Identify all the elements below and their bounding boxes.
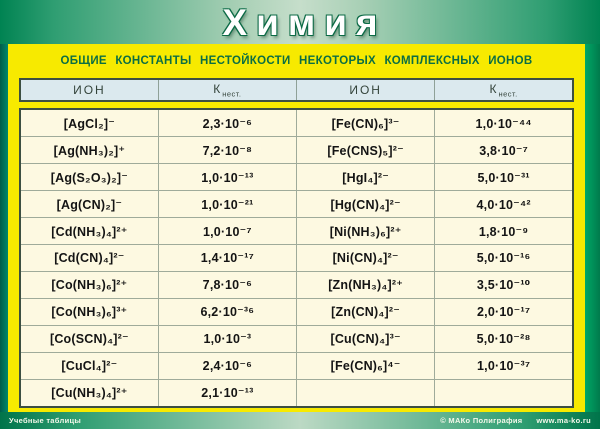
constants-table: [AgCl₂]⁻ 2,3·10⁻⁶ [Fe(CN)₆]³⁻ 1,0·10⁻⁴⁴ … <box>19 108 574 408</box>
ion-cell: [Zn(NH₃)₄]²⁺ <box>295 270 436 299</box>
table-row: [Ag(NH₃)₂]⁺ 7,2·10⁻⁸ [Fe(CNS)₅]²⁻ 3,8·10… <box>19 136 574 165</box>
left-edge-strip <box>0 44 8 412</box>
k-value-cell: 5,0·10⁻²⁸ <box>434 324 574 353</box>
ion-cell: [Cd(NH₃)₄]²⁺ <box>19 217 159 246</box>
footer-url: www.ma-ko.ru <box>536 416 591 425</box>
footer-credits: © МАКо Полиграфия www.ma-ko.ru <box>426 416 591 425</box>
k-value-cell: 2,3·10⁻⁶ <box>157 108 298 138</box>
ion-cell: [Zn(CN)₄]²⁻ <box>295 297 436 326</box>
ion-cell: [Fe(CNS)₅]²⁻ <box>295 136 436 165</box>
k-value-cell: 5,0·10⁻³¹ <box>434 163 574 192</box>
k-value-cell: 1,8·10⁻⁹ <box>434 217 574 246</box>
k-subscript: нест. <box>498 89 518 99</box>
ion-cell: [Co(SCN)₄]²⁻ <box>19 324 159 353</box>
k-value-cell: 1,0·10⁻¹³ <box>157 163 298 192</box>
ion-cell: [Co(NH₃)₆]³⁺ <box>19 297 159 326</box>
k-value-cell: 3,5·10⁻¹⁰ <box>434 270 574 299</box>
k-value-cell: 2,0·10⁻¹⁷ <box>434 297 574 326</box>
table-header-row: ИОН Кнест. ИОН Кнест. <box>19 78 574 102</box>
ion-cell: [Ag(NH₃)₂]⁺ <box>19 136 159 165</box>
ion-cell: [HgI₄]²⁻ <box>295 163 436 192</box>
table-row: [Ag(CN)₂]⁻ 1,0·10⁻²¹ [Hg(CN)₄]²⁻ 4,0·10⁻… <box>19 190 574 219</box>
k-value-cell: 7,8·10⁻⁶ <box>157 270 298 299</box>
table-row: [Ag(S₂O₃)₂]⁻ 1,0·10⁻¹³ [HgI₄]²⁻ 5,0·10⁻³… <box>19 163 574 192</box>
column-header-k-right: Кнест. <box>434 78 574 102</box>
content-area: ОБЩИЕ КОНСТАНТЫ НЕСТОЙКОСТИ НЕКОТОРЫХ КО… <box>8 44 585 412</box>
ion-cell <box>295 378 436 408</box>
poster-body: ОБЩИЕ КОНСТАНТЫ НЕСТОЙКОСТИ НЕКОТОРЫХ КО… <box>0 44 600 412</box>
k-value-cell: 1,0·10⁻⁷ <box>157 217 298 246</box>
table-row: [Cu(NH₃)₄]²⁺ 2,1·10⁻¹³ <box>19 378 574 408</box>
k-value-cell: 7,2·10⁻⁸ <box>157 136 298 165</box>
column-header-ion-left: ИОН <box>19 78 159 102</box>
ion-cell: [Fe(CN)₆]⁴⁻ <box>295 351 436 380</box>
k-value-cell: 2,4·10⁻⁶ <box>157 351 298 380</box>
column-header-ion-right: ИОН <box>295 78 436 102</box>
ion-cell: [Cd(CN)₄]²⁻ <box>19 244 159 272</box>
title-band: Химия <box>0 0 600 44</box>
k-value-cell <box>434 378 574 408</box>
table-row: [Cd(NH₃)₄]²⁺ 1,0·10⁻⁷ [Ni(NH₃)₆]²⁺ 1,8·1… <box>19 217 574 246</box>
table-row: [Co(NH₃)₆]²⁺ 7,8·10⁻⁶ [Zn(NH₃)₄]²⁺ 3,5·1… <box>19 270 574 299</box>
column-header-k-left: Кнест. <box>157 78 298 102</box>
k-value-cell: 2,1·10⁻¹³ <box>157 378 298 408</box>
ion-cell: [CuCl₄]²⁻ <box>19 351 159 380</box>
k-symbol: К <box>213 81 223 96</box>
ion-cell: [Hg(CN)₄]²⁻ <box>295 190 436 219</box>
ion-cell: [Ni(NH₃)₆]²⁺ <box>295 217 436 246</box>
ion-cell: [Ni(CN)₄]²⁻ <box>295 244 436 272</box>
k-value-cell: 5,0·10⁻¹⁶ <box>434 244 574 272</box>
k-value-cell: 1,0·10⁻²¹ <box>157 190 298 219</box>
k-value-cell: 6,2·10⁻³⁶ <box>157 297 298 326</box>
poster-subtitle: ОБЩИЕ КОНСТАНТЫ НЕСТОЙКОСТИ НЕКОТОРЫХ КО… <box>60 55 533 67</box>
table-row: [CuCl₄]²⁻ 2,4·10⁻⁶ [Fe(CN)₆]⁴⁻ 1,0·10⁻³⁷ <box>19 351 574 380</box>
table-row: [Co(SCN)₄]²⁻ 1,0·10⁻³ [Cu(CN)₄]³⁻ 5,0·10… <box>19 324 574 353</box>
k-subscript: нест. <box>222 89 242 99</box>
k-value-cell: 1,0·10⁻³ <box>157 324 298 353</box>
ion-cell: [Cu(NH₃)₄]²⁺ <box>19 378 159 408</box>
k-value-cell: 4,0·10⁻⁴² <box>434 190 574 219</box>
poster-title: Химия <box>222 1 387 43</box>
table-row: [Co(NH₃)₆]³⁺ 6,2·10⁻³⁶ [Zn(CN)₄]²⁻ 2,0·1… <box>19 297 574 326</box>
k-value-cell: 1,4·10⁻¹⁷ <box>157 244 298 272</box>
k-symbol: К <box>489 81 499 96</box>
table-row: [Cd(CN)₄]²⁻ 1,4·10⁻¹⁷ [Ni(CN)₄]²⁻ 5,0·10… <box>19 244 574 272</box>
header-row: ИОН Кнест. ИОН Кнест. <box>19 78 574 102</box>
footer: Учебные таблицы © МАКо Полиграфия www.ma-… <box>0 412 600 429</box>
ion-cell: [Cu(CN)₄]³⁻ <box>295 324 436 353</box>
k-value-cell: 1,0·10⁻³⁷ <box>434 351 574 380</box>
right-edge-strip <box>585 44 600 412</box>
ion-cell: [Ag(CN)₂]⁻ <box>19 190 159 219</box>
ion-cell: [Co(NH₃)₆]²⁺ <box>19 270 159 299</box>
k-value-cell: 1,0·10⁻⁴⁴ <box>434 108 574 138</box>
footer-series-label: Учебные таблицы <box>9 416 82 425</box>
ion-cell: [Fe(CN)₆]³⁻ <box>295 108 436 138</box>
ion-cell: [AgCl₂]⁻ <box>19 108 159 138</box>
k-value-cell: 3,8·10⁻⁷ <box>434 136 574 165</box>
ion-cell: [Ag(S₂O₃)₂]⁻ <box>19 163 159 192</box>
table-row: [AgCl₂]⁻ 2,3·10⁻⁶ [Fe(CN)₆]³⁻ 1,0·10⁻⁴⁴ <box>19 108 574 138</box>
footer-copyright: © МАКо Полиграфия <box>440 416 523 425</box>
